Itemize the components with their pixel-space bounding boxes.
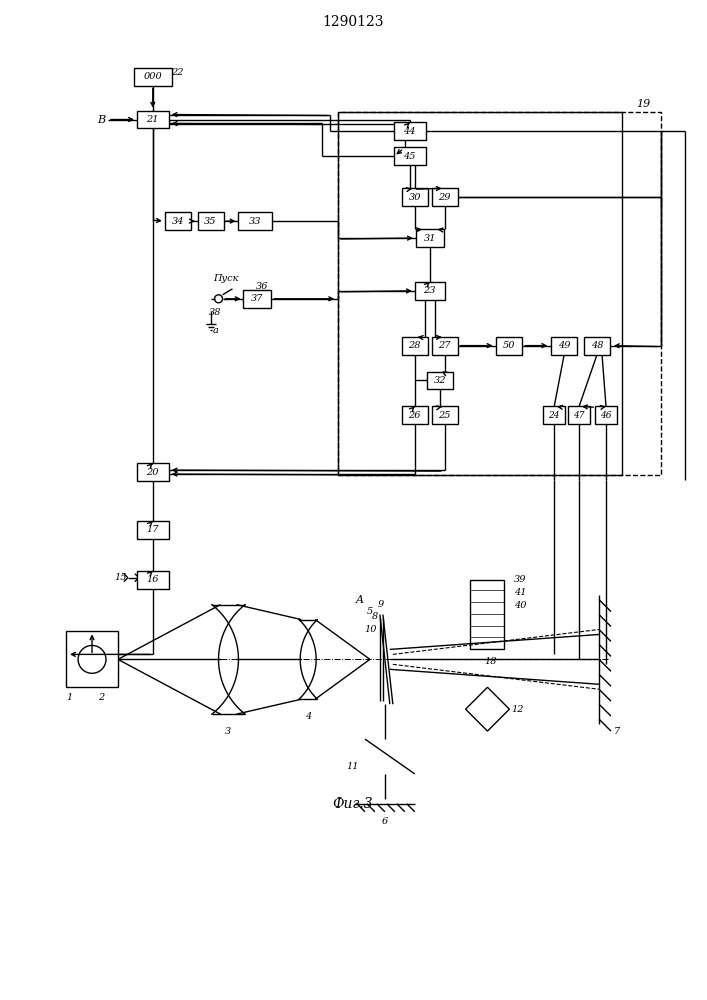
Text: 39: 39 xyxy=(515,575,527,584)
Bar xyxy=(238,212,272,230)
Text: a: a xyxy=(213,326,218,335)
Text: 38: 38 xyxy=(209,308,221,317)
Text: 34: 34 xyxy=(171,217,184,226)
Bar xyxy=(137,111,169,128)
Text: 29: 29 xyxy=(438,193,451,202)
Text: 19: 19 xyxy=(636,99,650,109)
Bar xyxy=(432,188,457,206)
Text: 22: 22 xyxy=(171,68,184,77)
Text: 45: 45 xyxy=(404,152,416,161)
Text: 28: 28 xyxy=(409,341,421,350)
Bar xyxy=(432,406,457,424)
Text: 26: 26 xyxy=(409,411,421,420)
Text: 11: 11 xyxy=(346,762,359,771)
Text: 18: 18 xyxy=(484,657,497,666)
Bar xyxy=(66,631,118,687)
Text: 16: 16 xyxy=(146,575,159,584)
Text: 2: 2 xyxy=(98,693,104,702)
Bar xyxy=(198,212,223,230)
Bar xyxy=(496,337,522,355)
Bar xyxy=(165,212,191,230)
Bar xyxy=(137,521,169,539)
Text: 17: 17 xyxy=(146,525,159,534)
Bar xyxy=(543,406,565,424)
Text: 46: 46 xyxy=(600,411,612,420)
Text: 8: 8 xyxy=(372,612,378,621)
Text: 49: 49 xyxy=(558,341,571,350)
Bar xyxy=(427,372,452,389)
Text: Фиг.3: Фиг.3 xyxy=(333,797,373,811)
Bar xyxy=(134,68,172,86)
Text: 20: 20 xyxy=(146,468,159,477)
Bar xyxy=(416,229,444,247)
Text: A: A xyxy=(356,595,364,605)
Text: 3: 3 xyxy=(226,727,232,736)
Bar xyxy=(338,112,622,475)
Text: 25: 25 xyxy=(438,411,451,420)
Text: 40: 40 xyxy=(515,601,527,610)
Bar xyxy=(338,112,661,475)
Text: B: B xyxy=(97,115,105,125)
Bar xyxy=(415,282,445,300)
Text: 44: 44 xyxy=(404,127,416,136)
Bar xyxy=(402,406,428,424)
Text: 000: 000 xyxy=(144,72,162,81)
Text: 1290123: 1290123 xyxy=(322,15,384,29)
Text: 1: 1 xyxy=(66,693,72,702)
Text: 35: 35 xyxy=(204,217,217,226)
Bar xyxy=(394,147,426,165)
Text: 27: 27 xyxy=(438,341,451,350)
Bar xyxy=(243,290,271,308)
Text: 21: 21 xyxy=(146,115,159,124)
Text: 32: 32 xyxy=(433,376,446,385)
Bar xyxy=(432,337,457,355)
Text: 47: 47 xyxy=(573,411,585,420)
Bar xyxy=(402,337,428,355)
Text: 24: 24 xyxy=(549,411,560,420)
Text: 7: 7 xyxy=(614,727,620,736)
Text: 36: 36 xyxy=(256,282,269,291)
Bar xyxy=(402,188,428,206)
Bar xyxy=(551,337,577,355)
Text: 12: 12 xyxy=(511,705,524,714)
Bar xyxy=(595,406,617,424)
Text: 10: 10 xyxy=(365,625,377,634)
Text: 15: 15 xyxy=(115,573,127,582)
Text: 37: 37 xyxy=(251,294,264,303)
Text: 5: 5 xyxy=(367,607,373,616)
Text: 31: 31 xyxy=(423,234,436,243)
Text: 4: 4 xyxy=(305,712,311,721)
Text: 33: 33 xyxy=(249,217,262,226)
Text: 48: 48 xyxy=(591,341,603,350)
Bar xyxy=(584,337,610,355)
Bar xyxy=(137,571,169,589)
Text: Пуск: Пуск xyxy=(213,274,238,283)
Bar xyxy=(568,406,590,424)
Text: 41: 41 xyxy=(515,588,527,597)
Text: 23: 23 xyxy=(423,286,436,295)
Bar xyxy=(137,463,169,481)
Text: 50: 50 xyxy=(503,341,515,350)
Text: 30: 30 xyxy=(409,193,421,202)
Text: 6: 6 xyxy=(382,817,388,826)
Text: 9: 9 xyxy=(378,600,384,609)
Bar xyxy=(394,122,426,140)
